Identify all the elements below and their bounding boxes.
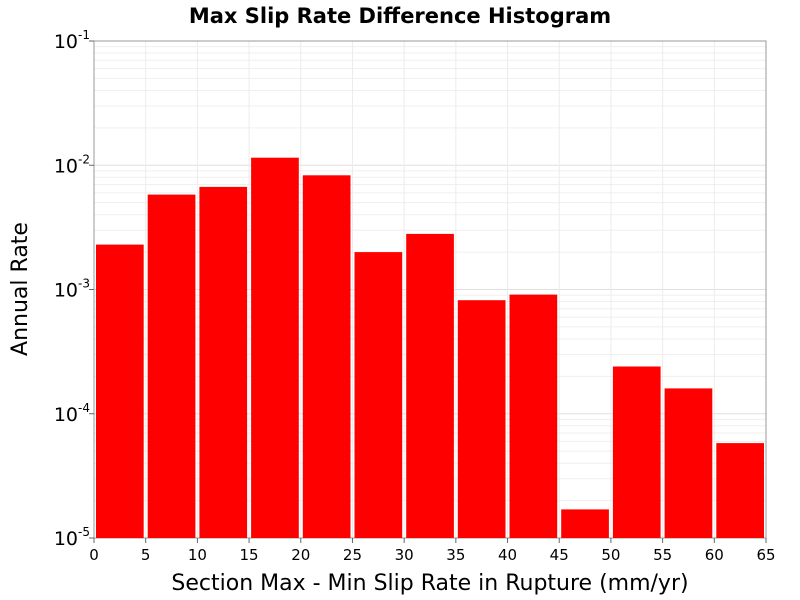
bar [251, 157, 299, 538]
bar [96, 244, 144, 538]
x-tick-label: 35 [446, 546, 465, 564]
bar [457, 300, 506, 538]
x-tick-label: 55 [653, 546, 672, 564]
x-tick-label: 10 [188, 546, 207, 564]
bar [716, 443, 764, 538]
x-tick-label: 15 [240, 546, 259, 564]
x-tick-label: 60 [705, 546, 724, 564]
y-tick-label: 10-3 [54, 277, 90, 302]
y-tick-label: 10-5 [54, 525, 90, 550]
y-tick-label: 10-2 [54, 152, 90, 177]
y-tick-label: 10-1 [54, 28, 90, 53]
bar [302, 175, 351, 539]
x-axis-ticks: 0 5 10 15 20 25 30 35 40 45 50 55 60 65 [89, 538, 776, 564]
bar [406, 233, 454, 538]
chart-title: Max Slip Rate Difference Histogram [189, 4, 611, 28]
x-tick-label: 5 [141, 546, 151, 564]
x-tick-label: 40 [498, 546, 517, 564]
y-tick-label: 10-4 [54, 401, 90, 426]
x-tick-label: 25 [343, 546, 362, 564]
bar [664, 388, 713, 538]
x-tick-label: 50 [601, 546, 620, 564]
bars [96, 157, 764, 539]
x-axis-label: Section Max - Min Slip Rate in Rupture (… [171, 571, 688, 596]
x-tick-label: 45 [550, 546, 569, 564]
y-axis-label: Annual Rate [8, 222, 33, 356]
x-tick-label: 0 [89, 546, 99, 564]
x-tick-label: 65 [756, 546, 775, 564]
y-axis-ticks: 10-1 10-2 10-3 10-4 10-5 [54, 28, 94, 550]
bar [561, 509, 609, 538]
bar [354, 252, 403, 538]
bar [147, 194, 196, 538]
bar [509, 294, 558, 538]
x-tick-label: 20 [291, 546, 310, 564]
bar [612, 366, 661, 538]
x-tick-label: 30 [395, 546, 414, 564]
bar [199, 186, 248, 538]
